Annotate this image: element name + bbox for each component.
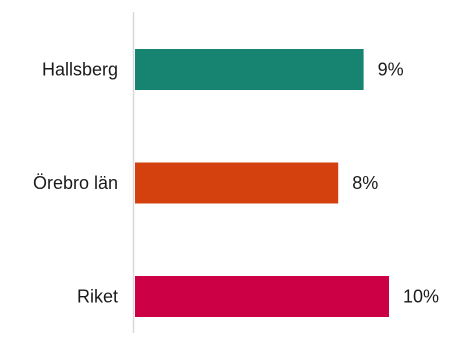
- value-label-orebro-lan: 8%: [352, 173, 378, 193]
- category-label-orebro-lan: Örebro län: [33, 173, 118, 193]
- bar-hallsberg: [135, 49, 364, 90]
- bar-riket: [135, 276, 389, 317]
- bar-orebro-lan: [135, 162, 339, 204]
- bars-layer: Hallsberg 9% Örebro län 8% Riket 10%: [33, 49, 439, 317]
- value-label-hallsberg: 9%: [378, 60, 404, 80]
- value-label-riket: 10%: [403, 287, 439, 307]
- category-label-riket: Riket: [77, 287, 118, 307]
- category-label-hallsberg: Hallsberg: [42, 60, 118, 80]
